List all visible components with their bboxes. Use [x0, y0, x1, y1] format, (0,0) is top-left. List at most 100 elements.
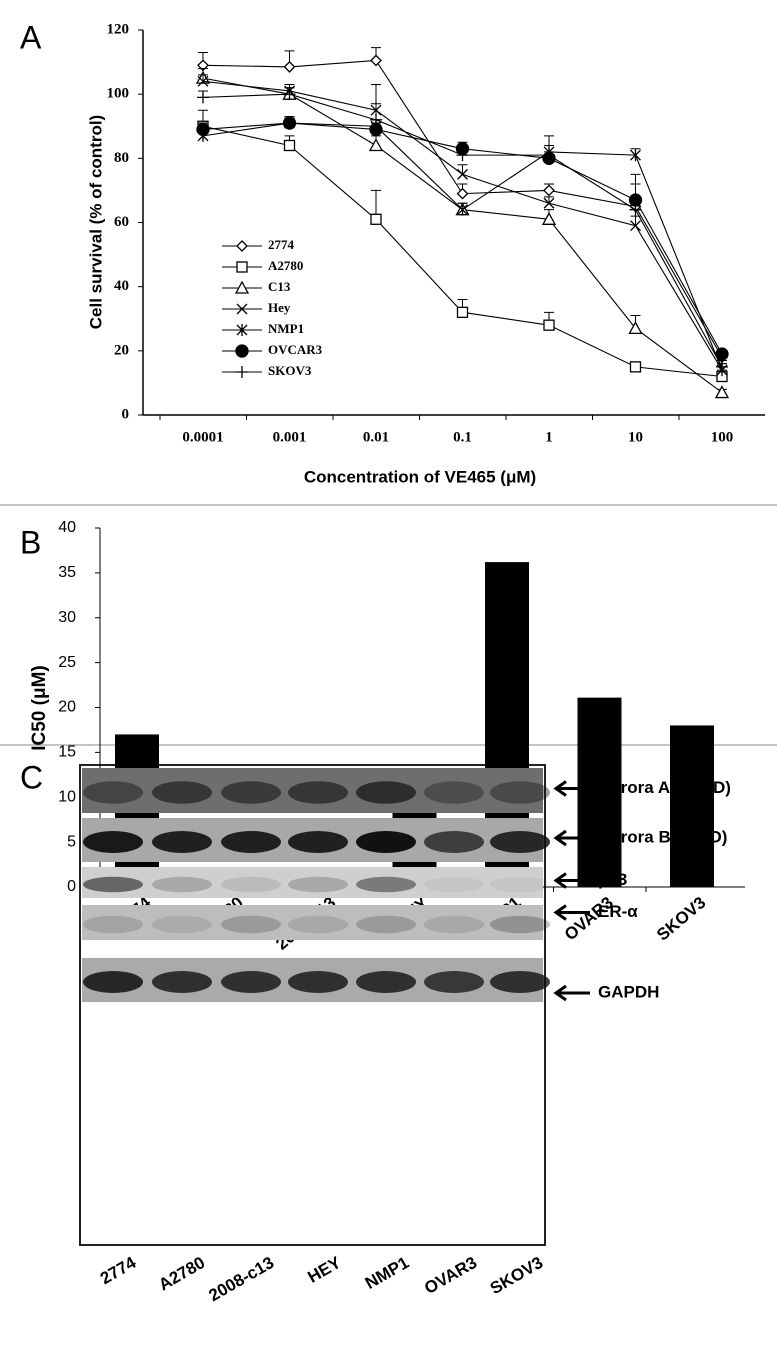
legend-label: Hey [268, 300, 291, 315]
legend-marker [234, 280, 250, 294]
y-tick-label: 40 [114, 278, 129, 294]
blot-band [83, 876, 143, 893]
legend-marker [235, 344, 249, 358]
marker [543, 319, 555, 331]
lane-label: OVAR3 [421, 1253, 480, 1298]
blot-strip [82, 905, 543, 940]
x-axis-label: Concentration of VE465 (μM) [304, 467, 536, 486]
blot-band [424, 781, 484, 804]
x-tick-label: 0.01 [363, 429, 389, 445]
panel-label: C [20, 759, 43, 795]
lane-label: A2780 [155, 1253, 208, 1295]
blot-band [490, 915, 550, 934]
blot-band [490, 781, 550, 804]
x-tick-label: 0.1 [453, 429, 472, 445]
blot-band [356, 831, 416, 853]
marker [370, 113, 382, 126]
blot-band [490, 831, 550, 853]
arrow [553, 829, 590, 847]
marker [543, 184, 555, 197]
legend-marker [236, 303, 248, 315]
y-tick-label: 30 [58, 609, 76, 626]
x-tick-label: 10 [628, 429, 643, 445]
marker [282, 116, 297, 130]
panel-label: B [20, 524, 41, 560]
marker [630, 149, 641, 162]
marker [714, 385, 730, 399]
blot-band [356, 876, 416, 893]
marker [456, 149, 469, 162]
marker [370, 54, 382, 67]
legend-label: NMP1 [268, 321, 304, 336]
blot-band [288, 971, 348, 993]
lane-label: SKOV3 [487, 1253, 546, 1298]
blot-band [83, 971, 143, 993]
legend-marker [236, 261, 248, 273]
y-axis-label: Cell survival (% of control) [86, 115, 105, 329]
band-label: p53 [598, 870, 627, 889]
legend-marker [236, 240, 248, 252]
bar [577, 697, 622, 887]
legend-label: A2780 [268, 258, 303, 273]
y-tick-label: 25 [58, 654, 76, 671]
lane-label: HEY [304, 1253, 344, 1287]
legend-label: OVCAR3 [268, 342, 323, 357]
legend-label: 2774 [268, 237, 295, 252]
x-tick-label: 0.001 [273, 429, 307, 445]
blot-band [83, 831, 143, 853]
blot-band [490, 971, 550, 993]
marker [630, 220, 641, 232]
legend-marker [236, 366, 248, 378]
blot-band [356, 915, 416, 934]
x-tick-label: 100 [711, 429, 734, 445]
blot-band [83, 915, 143, 934]
error-bar [544, 196, 554, 204]
legend-label: C13 [268, 279, 291, 294]
blot-band [221, 831, 281, 853]
marker [543, 197, 555, 209]
blot-band [221, 876, 281, 893]
y-tick-label: 80 [114, 150, 129, 166]
marker [197, 91, 209, 104]
blot-band [356, 781, 416, 804]
error-bar [198, 74, 208, 82]
marker [543, 149, 555, 162]
blot-band [83, 781, 143, 804]
blot-band [152, 915, 212, 934]
blot-band [490, 876, 550, 893]
marker [628, 321, 643, 335]
y-tick-label: 40 [58, 519, 76, 536]
blot-band [152, 781, 212, 804]
y-tick-label: 120 [107, 21, 130, 37]
legend-marker [236, 324, 248, 336]
x-tick-label: 0.0001 [182, 429, 223, 445]
band-label: GAPDH [598, 982, 659, 1001]
blot-band [424, 915, 484, 934]
blot-band [288, 831, 348, 853]
lane-label: NMP1 [362, 1253, 412, 1293]
y-tick-label: 15 [58, 744, 76, 761]
y-tick-label: 20 [114, 342, 129, 358]
lane-label: 2008-c13 [206, 1253, 278, 1305]
blot-band [152, 831, 212, 853]
marker [629, 361, 642, 373]
lane-label: 2774 [97, 1253, 140, 1289]
x-tick-label: SKOV3 [653, 893, 709, 945]
y-tick-label: 0 [122, 406, 130, 422]
y-tick-label: 60 [114, 214, 129, 230]
marker [368, 138, 384, 152]
blot-band [288, 781, 348, 804]
y-axis-label: IC50 (μM) [29, 665, 50, 751]
arrow [553, 872, 590, 889]
blot-band [221, 781, 281, 804]
y-tick-label: 5 [67, 833, 76, 850]
y-tick-label: 35 [58, 564, 76, 581]
marker [283, 139, 296, 152]
blot-band [356, 971, 416, 993]
y-tick-label: 10 [58, 788, 76, 805]
blot-band [221, 971, 281, 993]
band-label: ER-α [598, 902, 638, 921]
y-tick-label: 20 [58, 699, 76, 716]
marker [196, 122, 210, 137]
